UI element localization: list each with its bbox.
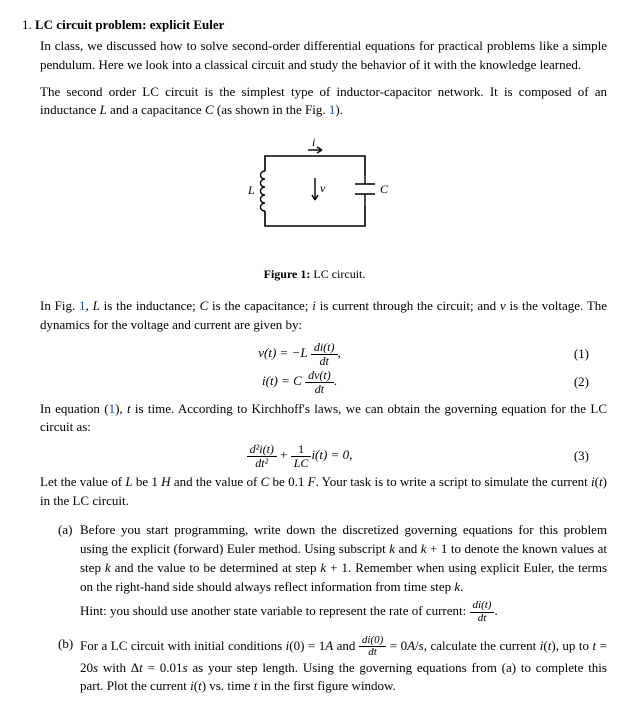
- label-i: i: [312, 136, 315, 149]
- lc-circuit-diagram: L v C i: [230, 136, 400, 246]
- eq1-label: (1): [559, 345, 589, 364]
- eq3-f1-num: d²i(t): [247, 443, 277, 457]
- b-frac-den: dt: [359, 647, 386, 659]
- equation-3: d²i(t)dt² + 1LCi(t) = 0, (3): [40, 443, 589, 469]
- eq2-num: dv(t): [305, 369, 334, 383]
- subpart-a-hint: Hint: you should use another state varia…: [80, 600, 607, 624]
- eq3-f2-num: 1: [291, 443, 312, 457]
- text-fragment: , L is the inductance; C is the capacita…: [40, 298, 607, 332]
- middle-para3: Let the value of L be 1 H and the value …: [40, 473, 607, 511]
- hint-text-b: .: [494, 603, 497, 618]
- middle-para2: In equation (1), t is time. According to…: [40, 400, 607, 438]
- text-fragment: In Fig.: [40, 298, 79, 313]
- label-L: L: [247, 183, 255, 197]
- text-fragment: ), t is time. According to Kirchhoff's l…: [40, 401, 607, 435]
- hint-frac-den: dt: [470, 613, 495, 625]
- label-C: C: [380, 182, 389, 196]
- eq3-f1-den: dt²: [247, 457, 277, 470]
- eq1-den: dt: [311, 355, 338, 368]
- subpart-a-label: (a): [58, 521, 72, 540]
- problem-title: LC circuit problem: explicit Euler: [35, 17, 224, 32]
- figure-1: L v C i: [22, 136, 607, 252]
- subpart-a: (a) Before you start programming, write …: [58, 521, 607, 624]
- eq2-tail: .: [334, 373, 337, 388]
- label-v: v: [320, 181, 326, 195]
- eq2-den: dt: [305, 383, 334, 396]
- eq1-tail: ,: [338, 345, 341, 360]
- eq3-label: (3): [559, 447, 589, 466]
- second-paragraph: The second order LC circuit is the simpl…: [40, 83, 607, 121]
- eq1-lhs: v(t) = −L: [258, 345, 307, 360]
- equation-1: v(t) = −L di(t)dt, (1): [40, 341, 589, 367]
- eq1-num: di(t): [311, 341, 338, 355]
- subpart-b: (b) For a LC circuit with initial condit…: [58, 635, 607, 697]
- subpart-b-label: (b): [58, 635, 73, 654]
- figure-caption: Figure 1: LC circuit.: [22, 266, 607, 283]
- second-paragraph-text: The second order LC circuit is the simpl…: [40, 84, 607, 118]
- equation-2: i(t) = C dv(t)dt. (2): [40, 369, 589, 395]
- hint-text-a: Hint: you should use another state varia…: [80, 603, 470, 618]
- eq2-lhs: i(t) = C: [262, 373, 302, 388]
- after-figure-para1: In Fig. 1, L is the inductance; C is the…: [40, 297, 607, 335]
- eq3-f2-den: LC: [291, 457, 312, 470]
- subpart-b-text: For a LC circuit with initial conditions…: [80, 638, 607, 694]
- figure-caption-prefix: Figure 1:: [264, 267, 311, 281]
- intro-paragraph: In class, we discussed how to solve seco…: [40, 37, 607, 75]
- eq3-tail: i(t) = 0,: [311, 447, 352, 462]
- eq2-label: (2): [559, 373, 589, 392]
- text-fragment: In equation (: [40, 401, 109, 416]
- subpart-a-text: Before you start programming, write down…: [80, 522, 607, 594]
- figure-caption-text: LC circuit.: [310, 267, 365, 281]
- eq3-plus: +: [280, 447, 291, 462]
- problem-number: 1.: [22, 17, 32, 32]
- fig-ref: 1: [329, 102, 336, 117]
